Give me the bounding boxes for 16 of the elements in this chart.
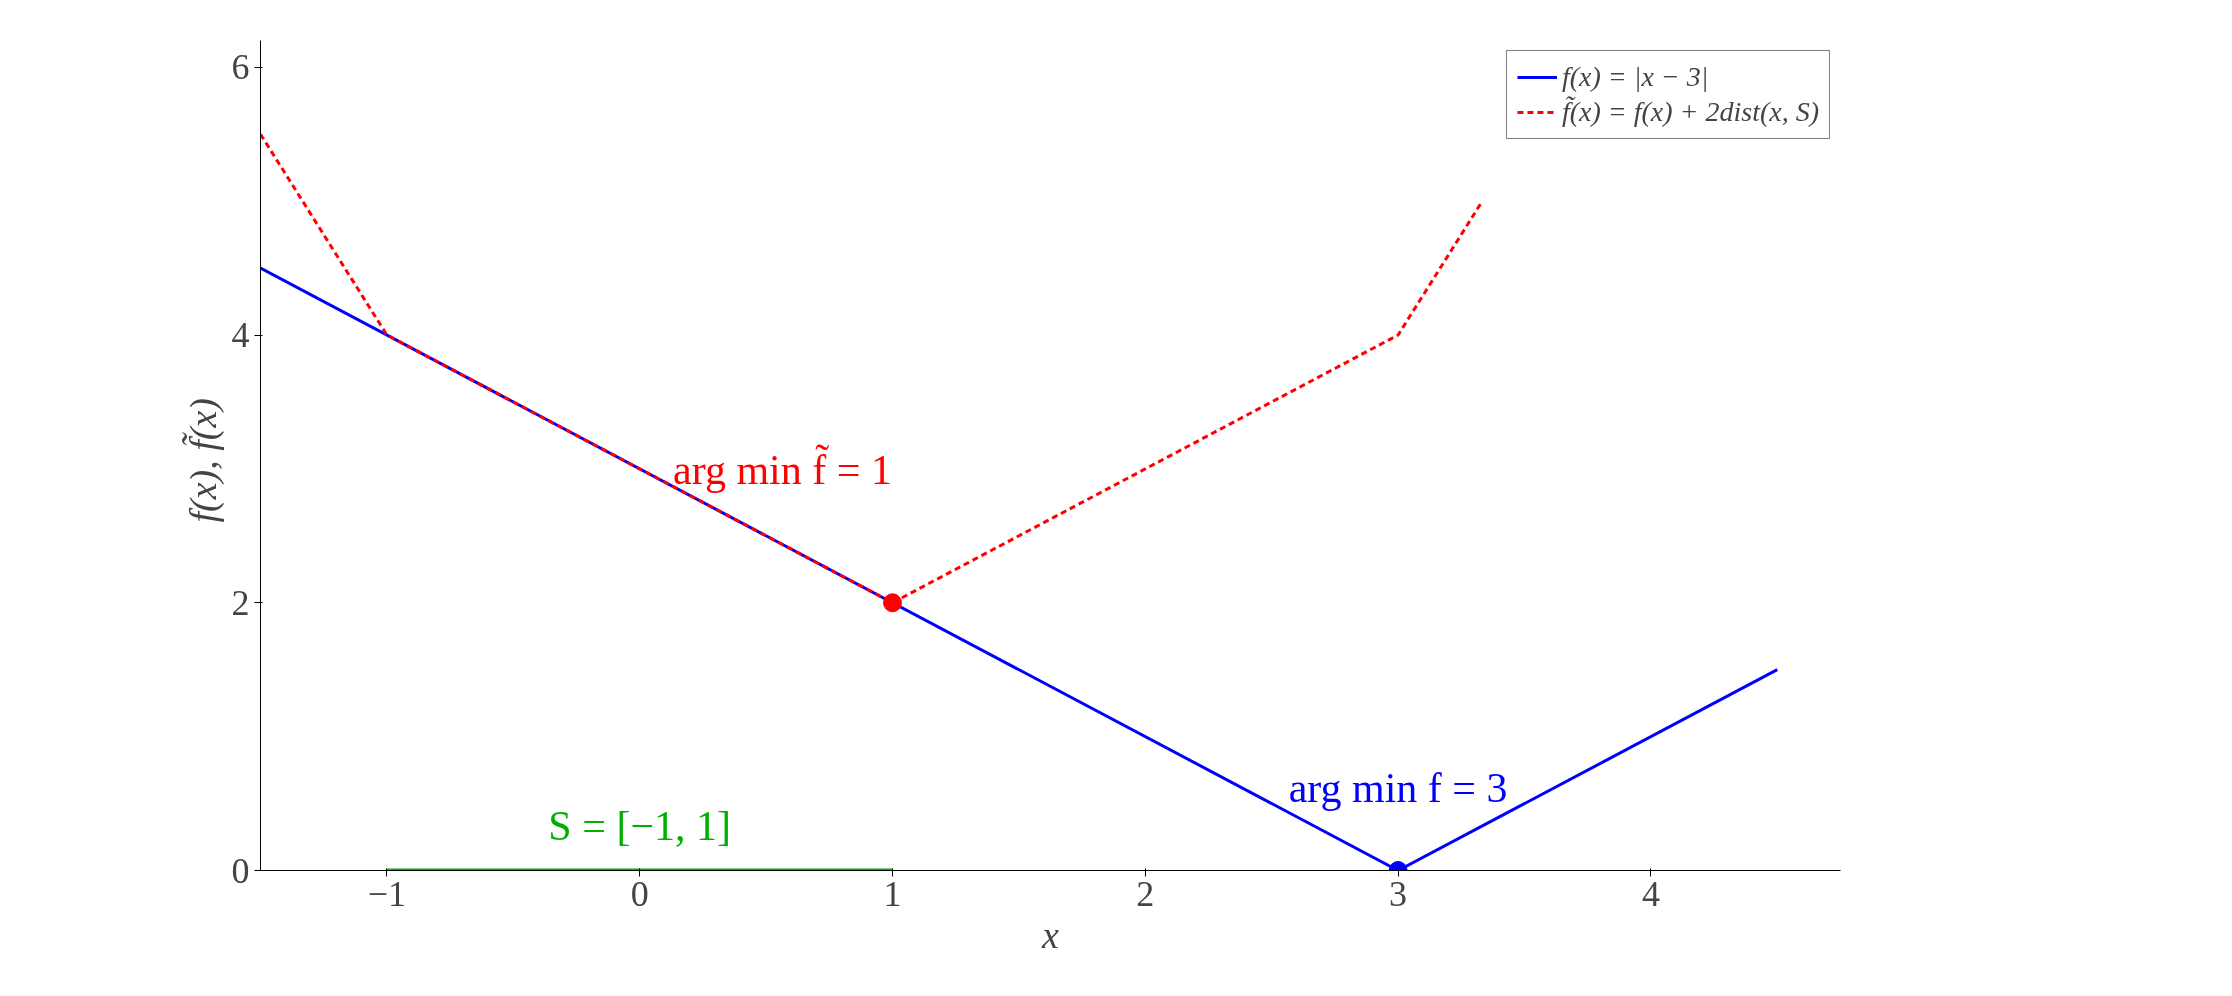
x-tick-label: 0 [630, 873, 649, 914]
x-tick-label: −1 [367, 873, 407, 914]
legend-label: f̃(x) = f(x) + 2dist(x, S) [1561, 96, 1819, 128]
x-axis-title: x [1041, 913, 1060, 956]
annotation: arg min f̃ = 1 [673, 444, 892, 493]
x-tick-label: 3 [1389, 873, 1408, 914]
legend-label: f(x) = |x − 3| [1561, 61, 1709, 93]
x-tick-label: 2 [1136, 873, 1155, 914]
x-tick-label: 1 [883, 873, 902, 914]
annotation: S = [−1, 1] [548, 802, 732, 849]
y-tick-label: 4 [231, 315, 250, 356]
y-tick-label: 2 [231, 582, 250, 623]
x-tick-label: 4 [1641, 873, 1660, 914]
y-tick-label: 6 [231, 47, 250, 88]
y-axis-title: f(x), f̃(x) [181, 398, 225, 523]
annotation: arg min f = 3 [1288, 764, 1508, 811]
